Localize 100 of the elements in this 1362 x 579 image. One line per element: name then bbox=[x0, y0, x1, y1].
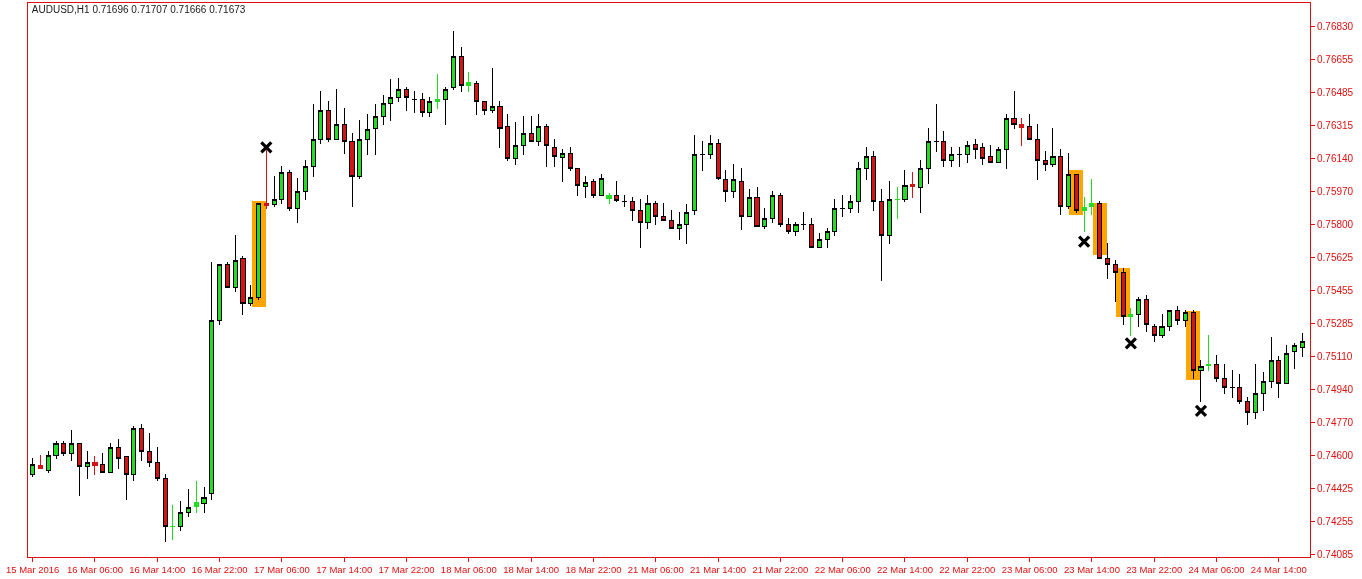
candlestick bbox=[598, 173, 604, 196]
candlestick bbox=[1213, 354, 1220, 383]
x-tick-label: 22 Mar 22:00 bbox=[939, 564, 996, 576]
candlestick bbox=[785, 217, 791, 235]
candlestick bbox=[100, 452, 106, 473]
candlestick bbox=[645, 194, 651, 229]
y-tick-label: 0.75625 bbox=[1317, 252, 1354, 264]
candlestick bbox=[816, 233, 822, 248]
candlestick bbox=[1182, 310, 1188, 327]
candlestick bbox=[933, 104, 939, 152]
candlestick bbox=[614, 181, 620, 202]
candlestick bbox=[879, 189, 885, 281]
candlestick bbox=[388, 79, 394, 121]
candlestick bbox=[871, 150, 877, 212]
x-tick-label: 15 Mar 2016 bbox=[6, 564, 60, 576]
y-tick-label: 0.74940 bbox=[1317, 384, 1354, 396]
candlestick bbox=[832, 198, 838, 237]
x-tick-label: 24 Mar 06:00 bbox=[1188, 564, 1245, 576]
candlestick bbox=[949, 146, 955, 168]
candlestick bbox=[123, 456, 129, 500]
candlestick bbox=[497, 100, 503, 148]
candlestick bbox=[403, 87, 410, 112]
candlestick bbox=[980, 142, 986, 166]
candlestick bbox=[956, 146, 963, 168]
candlestick bbox=[692, 135, 698, 216]
candlestick bbox=[762, 208, 768, 229]
x-tick-label: 17 Mar 22:00 bbox=[378, 564, 435, 576]
candlestick bbox=[668, 210, 674, 229]
y-tick-label: 0.75110 bbox=[1317, 351, 1353, 363]
candlestick bbox=[271, 175, 277, 208]
candlestick bbox=[326, 100, 332, 142]
x-tick-label: 23 Mar 14:00 bbox=[1063, 564, 1120, 576]
candlestick bbox=[1027, 114, 1033, 141]
y-tick-label: 0.76830 bbox=[1317, 20, 1354, 32]
candlestick bbox=[53, 441, 59, 460]
y-tick-label: 0.74255 bbox=[1317, 515, 1354, 527]
candlestick bbox=[715, 139, 721, 181]
candlestick bbox=[840, 194, 846, 218]
candlestick bbox=[1011, 90, 1017, 129]
candlestick bbox=[380, 94, 386, 125]
candlestick bbox=[69, 429, 75, 462]
candlestick bbox=[217, 264, 223, 325]
candlestick bbox=[731, 164, 737, 198]
candlestick bbox=[637, 198, 643, 248]
candlestick bbox=[1299, 333, 1305, 358]
candlestick bbox=[1291, 342, 1297, 369]
candlestick bbox=[318, 90, 324, 144]
candlestick bbox=[474, 81, 480, 116]
y-tick-label: 0.75800 bbox=[1317, 218, 1354, 230]
x-tick-label: 23 Mar 22:00 bbox=[1126, 564, 1183, 576]
y-tick-label: 0.74770 bbox=[1317, 416, 1354, 428]
candlestick bbox=[162, 473, 168, 543]
candlestick bbox=[84, 450, 90, 479]
candlestick bbox=[793, 221, 799, 237]
candlestick bbox=[995, 146, 1001, 164]
candlestick bbox=[1136, 296, 1142, 327]
candlestick bbox=[1167, 310, 1173, 331]
candlestick bbox=[92, 456, 98, 475]
candlestick bbox=[606, 192, 612, 204]
candlestick bbox=[1097, 200, 1103, 260]
candlestick bbox=[1175, 306, 1181, 325]
candlestick bbox=[442, 87, 449, 125]
candlestick bbox=[528, 115, 534, 142]
candlestick bbox=[863, 146, 869, 181]
y-tick-label: 0.76485 bbox=[1317, 86, 1354, 98]
candlestick bbox=[279, 166, 285, 204]
candlestick bbox=[108, 443, 114, 473]
candlestick bbox=[1058, 148, 1064, 216]
candlestick bbox=[520, 115, 526, 156]
candlestick bbox=[61, 441, 67, 456]
x-tick-label: 16 Mar 22:00 bbox=[191, 564, 248, 576]
candlestick bbox=[699, 141, 706, 171]
candlestick bbox=[349, 133, 355, 208]
candlestick bbox=[466, 71, 472, 92]
candlestick bbox=[76, 443, 82, 496]
candlestick bbox=[1073, 173, 1079, 214]
candlestick bbox=[1003, 114, 1009, 169]
x-tick-label: 18 Mar 06:00 bbox=[440, 564, 497, 576]
candlestick bbox=[209, 262, 215, 500]
candlestick bbox=[481, 100, 487, 116]
y-tick-label: 0.76655 bbox=[1317, 54, 1354, 66]
candlestick bbox=[1143, 294, 1149, 333]
candlestick bbox=[1050, 127, 1056, 168]
candlestick bbox=[30, 458, 36, 477]
candlestick bbox=[808, 217, 815, 248]
candlestick bbox=[972, 139, 978, 160]
candlestick bbox=[263, 148, 269, 210]
candlestick bbox=[1190, 310, 1196, 379]
candlestick bbox=[178, 500, 184, 531]
y-tick-label: 0.75455 bbox=[1317, 285, 1354, 297]
point bbox=[1194, 404, 1208, 418]
point bbox=[1077, 234, 1091, 249]
candlestick bbox=[1237, 373, 1243, 404]
candlestick bbox=[1112, 260, 1118, 302]
candlestick bbox=[435, 73, 441, 110]
candlestick bbox=[1066, 152, 1072, 210]
candlestick bbox=[201, 487, 207, 514]
candlestick bbox=[824, 227, 830, 248]
candlestick bbox=[372, 104, 378, 156]
candlestick bbox=[622, 194, 628, 208]
